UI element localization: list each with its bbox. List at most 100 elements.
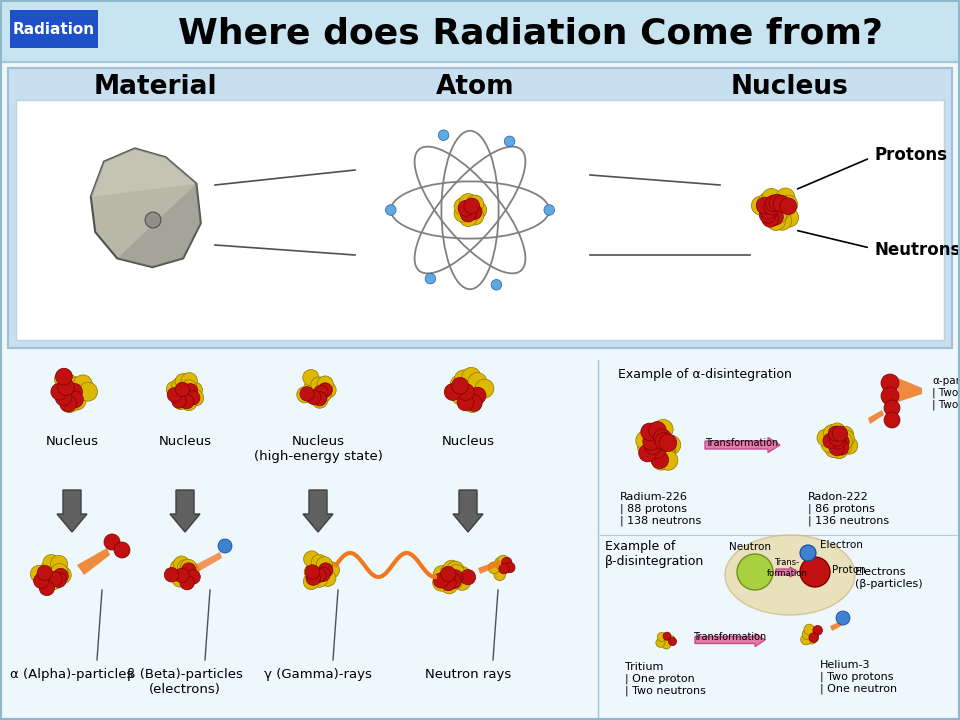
Polygon shape: [195, 552, 222, 572]
Circle shape: [145, 212, 161, 228]
Text: Neutron: Neutron: [729, 542, 771, 552]
Circle shape: [467, 195, 484, 212]
Circle shape: [104, 534, 120, 550]
Circle shape: [780, 208, 799, 227]
Circle shape: [881, 387, 899, 405]
Circle shape: [832, 428, 850, 445]
Circle shape: [638, 444, 657, 462]
Circle shape: [762, 201, 781, 220]
Circle shape: [67, 391, 86, 410]
Circle shape: [175, 568, 189, 582]
Ellipse shape: [725, 535, 855, 615]
Text: Example of α-disintegration: Example of α-disintegration: [618, 368, 792, 381]
Circle shape: [324, 562, 340, 578]
Circle shape: [168, 565, 184, 581]
Circle shape: [737, 554, 773, 590]
Circle shape: [218, 539, 232, 553]
Text: Nucleus: Nucleus: [45, 435, 99, 448]
Circle shape: [760, 202, 777, 219]
Circle shape: [114, 542, 130, 558]
Circle shape: [305, 564, 320, 579]
Circle shape: [656, 639, 665, 647]
Circle shape: [458, 384, 474, 400]
Circle shape: [830, 441, 848, 459]
Circle shape: [178, 568, 194, 584]
Circle shape: [654, 420, 673, 439]
Circle shape: [803, 629, 813, 639]
Text: α-particles
| Two protons
| Two neutrons: α-particles | Two protons | Two neutrons: [932, 376, 960, 410]
Circle shape: [647, 432, 666, 451]
Circle shape: [463, 394, 482, 413]
Bar: [0, 0, 960, 62]
Circle shape: [492, 279, 502, 290]
Bar: [10, 10, 98, 48]
Circle shape: [65, 382, 84, 401]
Circle shape: [649, 422, 666, 439]
Circle shape: [765, 195, 782, 212]
Circle shape: [56, 387, 75, 407]
Circle shape: [173, 393, 189, 410]
Circle shape: [180, 395, 197, 410]
Circle shape: [320, 570, 336, 586]
Circle shape: [834, 438, 852, 455]
Circle shape: [666, 636, 675, 644]
Text: Where does Radiation Come from?: Where does Radiation Come from?: [178, 16, 882, 50]
Circle shape: [446, 561, 464, 578]
Circle shape: [312, 392, 328, 408]
Text: Trans-
formation: Trans- formation: [767, 558, 807, 577]
FancyArrow shape: [170, 490, 200, 532]
Circle shape: [164, 567, 179, 582]
Circle shape: [304, 564, 321, 580]
Text: Nucleus
(high-energy state): Nucleus (high-energy state): [253, 435, 382, 463]
Circle shape: [182, 562, 199, 578]
Circle shape: [800, 545, 816, 561]
Circle shape: [43, 554, 60, 572]
Circle shape: [769, 194, 786, 211]
Text: Electrons
(β-particles): Electrons (β-particles): [855, 567, 923, 589]
Circle shape: [174, 556, 190, 572]
Circle shape: [759, 207, 776, 223]
Circle shape: [180, 395, 194, 409]
Circle shape: [770, 204, 789, 222]
Circle shape: [170, 559, 186, 576]
Circle shape: [60, 395, 77, 412]
Circle shape: [446, 572, 463, 589]
Circle shape: [829, 431, 845, 446]
Circle shape: [835, 433, 852, 450]
Circle shape: [176, 382, 190, 397]
Circle shape: [656, 438, 676, 458]
Bar: [8, 68, 952, 348]
Circle shape: [316, 567, 330, 582]
Circle shape: [468, 372, 487, 392]
Circle shape: [655, 433, 675, 453]
Circle shape: [461, 570, 475, 585]
Circle shape: [51, 383, 68, 400]
Circle shape: [636, 431, 656, 451]
Polygon shape: [117, 184, 201, 267]
Circle shape: [425, 274, 436, 284]
Circle shape: [303, 573, 320, 590]
Circle shape: [166, 381, 182, 397]
Text: Radiation: Radiation: [12, 22, 95, 37]
Circle shape: [311, 377, 327, 393]
Circle shape: [774, 201, 792, 220]
Circle shape: [447, 564, 465, 582]
Circle shape: [57, 382, 76, 401]
Circle shape: [55, 389, 72, 406]
FancyArrow shape: [776, 567, 798, 577]
Circle shape: [319, 563, 333, 577]
Text: α (Alpha)-particles: α (Alpha)-particles: [11, 668, 133, 681]
Circle shape: [300, 387, 314, 401]
Circle shape: [451, 386, 470, 405]
Circle shape: [655, 438, 675, 458]
Circle shape: [780, 198, 797, 215]
Circle shape: [493, 569, 506, 580]
Circle shape: [433, 566, 450, 582]
Circle shape: [453, 573, 470, 590]
Circle shape: [469, 201, 487, 219]
Circle shape: [654, 429, 671, 446]
Circle shape: [56, 368, 72, 385]
Circle shape: [461, 382, 480, 401]
Circle shape: [837, 430, 854, 447]
Circle shape: [655, 433, 673, 450]
